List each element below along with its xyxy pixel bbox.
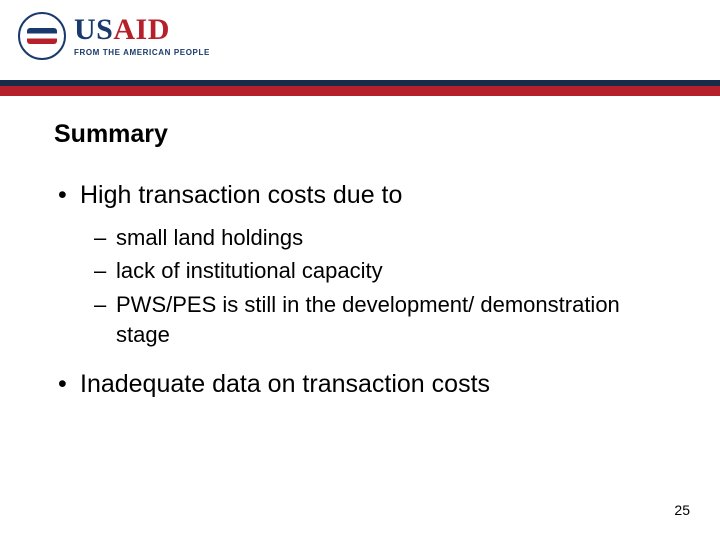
brand-wordmark: USAID (74, 15, 210, 45)
content: Summary High transaction costs due to sm… (54, 120, 666, 419)
bullet-item: High transaction costs due to small land… (54, 179, 666, 350)
brand-us: US (74, 13, 113, 46)
sub-bullet-item: lack of institutional capacity (94, 256, 666, 286)
seal-flag-icon (27, 28, 57, 44)
brand-aid: AID (113, 13, 170, 46)
bullet-item: Inadequate data on transaction costs (54, 368, 666, 402)
brand-text: USAID FROM THE AMERICAN PEOPLE (74, 15, 210, 57)
sub-bullet-item: PWS/PES is still in the development/ dem… (94, 290, 666, 349)
sub-bullet-text: PWS/PES is still in the development/ dem… (116, 292, 620, 347)
page-number: 25 (674, 502, 690, 518)
sub-bullet-text: lack of institutional capacity (116, 258, 383, 283)
bullet-text: Inadequate data on transaction costs (80, 370, 490, 398)
header: USAID FROM THE AMERICAN PEOPLE (0, 0, 720, 80)
slide: USAID FROM THE AMERICAN PEOPLE Summary H… (0, 0, 720, 540)
rule-red (0, 86, 720, 96)
sub-bullet-item: small land holdings (94, 223, 666, 253)
usaid-seal-icon (18, 12, 66, 60)
slide-title: Summary (54, 120, 666, 149)
sub-bullet-text: small land holdings (116, 225, 303, 250)
bullet-list: High transaction costs due to small land… (54, 179, 666, 401)
bullet-text: High transaction costs due to (80, 181, 402, 209)
usaid-logo: USAID FROM THE AMERICAN PEOPLE (18, 12, 210, 60)
sub-bullet-list: small land holdings lack of institutiona… (94, 223, 666, 350)
brand-tagline: FROM THE AMERICAN PEOPLE (74, 49, 210, 57)
